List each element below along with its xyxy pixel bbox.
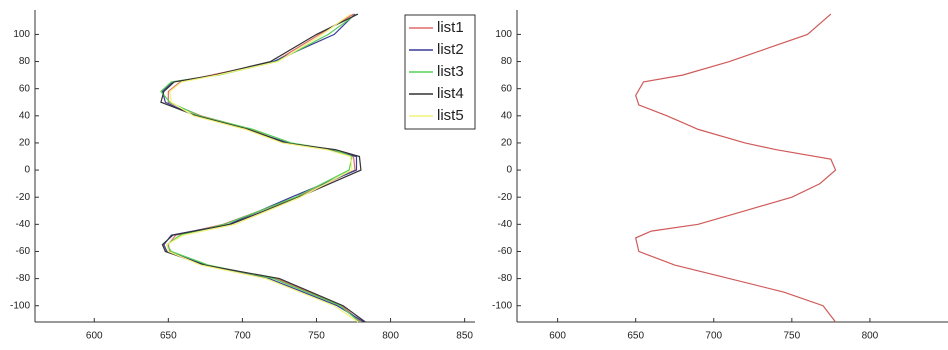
legend-label: list3 [437, 63, 464, 80]
x-tick-label: 700 [234, 331, 251, 342]
y-tick-label: 100 [13, 29, 30, 40]
x-tick-label: 750 [783, 331, 800, 342]
y-tick-label: -60 [498, 246, 513, 257]
legend-label: list5 [437, 107, 464, 124]
y-tick-label: 40 [19, 110, 31, 121]
y-tick-label: 80 [19, 56, 31, 67]
y-tick-label: 60 [19, 83, 31, 94]
legend-label: list2 [437, 41, 464, 58]
series-line [634, 13, 837, 323]
x-tick-label: 600 [549, 331, 566, 342]
x-tick-label: 650 [160, 331, 177, 342]
x-tick-label: 800 [382, 331, 399, 342]
x-tick-label: 750 [308, 331, 325, 342]
legend-label: list4 [437, 85, 464, 102]
y-tick-label: -60 [16, 246, 31, 257]
y-tick-label: 0 [506, 165, 512, 176]
x-tick-label: 800 [862, 331, 879, 342]
y-tick-label: -40 [498, 219, 513, 230]
y-tick-label: -40 [16, 219, 31, 230]
x-tick-label: 650 [627, 331, 644, 342]
series-line [160, 13, 366, 323]
x-tick-label: 600 [86, 331, 103, 342]
legend-label: list1 [437, 19, 464, 36]
y-tick-label: 20 [19, 138, 31, 149]
y-tick-label: 80 [501, 56, 513, 67]
series-line [160, 13, 360, 323]
legend: list1 list2 list3 list4 list5 [404, 14, 476, 130]
y-tick-label: 0 [24, 165, 30, 176]
y-tick-label: -20 [498, 192, 513, 203]
y-tick-label: 20 [501, 138, 513, 149]
y-tick-label: 100 [495, 29, 512, 40]
y-tick-label: 60 [501, 83, 513, 94]
y-tick-label: 40 [501, 110, 513, 121]
x-tick-label: 850 [456, 331, 473, 342]
y-tick-label: -100 [10, 300, 30, 311]
y-tick-label: -80 [16, 273, 31, 284]
y-tick-label: -100 [492, 300, 512, 311]
x-tick-label: 700 [705, 331, 722, 342]
y-tick-label: -20 [16, 192, 31, 203]
series-line [166, 13, 359, 323]
y-tick-label: -80 [498, 273, 513, 284]
